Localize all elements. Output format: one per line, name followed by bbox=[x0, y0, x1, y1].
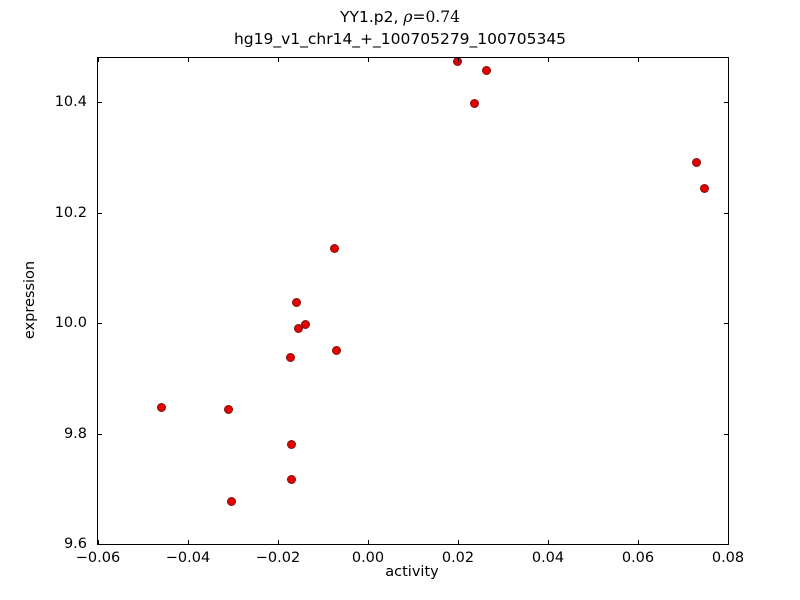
rho-equals: = bbox=[412, 8, 426, 26]
scatter-point bbox=[470, 99, 480, 109]
scatter-point bbox=[453, 58, 463, 66]
x-axis-tick bbox=[728, 540, 729, 545]
rho-value: 0.74 bbox=[425, 8, 460, 26]
x-axis-tick-label: 0.08 bbox=[711, 550, 745, 566]
scatter-point bbox=[329, 244, 339, 254]
scatter-point bbox=[331, 345, 341, 355]
scatter-point bbox=[300, 320, 310, 330]
y-axis-tick-label: 10.4 bbox=[54, 94, 87, 111]
y-axis-tick-right bbox=[724, 433, 729, 435]
x-axis-tick-label: 0.06 bbox=[621, 550, 655, 566]
y-axis-tick-right bbox=[724, 323, 729, 325]
scatter-point bbox=[691, 157, 701, 167]
x-axis-tick-top bbox=[728, 57, 729, 62]
y-axis-tick bbox=[97, 433, 102, 435]
scatter-point bbox=[482, 66, 492, 76]
scatter-point bbox=[287, 474, 297, 484]
y-axis-tick-label: 9.8 bbox=[63, 425, 87, 442]
scatter-point bbox=[157, 403, 167, 413]
y-axis-tick-label: 9.6 bbox=[63, 536, 87, 552]
y-axis-tick-right bbox=[724, 102, 729, 104]
scatter-point bbox=[285, 353, 295, 363]
x-axis-tick-label: −0.04 bbox=[165, 550, 211, 566]
x-axis-tick-label: 0.00 bbox=[351, 550, 385, 566]
x-axis-tick-top bbox=[98, 57, 99, 62]
y-axis-tick bbox=[97, 544, 102, 545]
y-axis-tick bbox=[97, 323, 102, 325]
x-axis-label: activity bbox=[385, 564, 439, 580]
x-axis-tick-top bbox=[458, 57, 459, 62]
x-axis-tick bbox=[458, 540, 459, 545]
x-axis-tick bbox=[98, 540, 99, 545]
y-axis-tick bbox=[97, 212, 102, 214]
chart-title-prefix: YY1.p2, bbox=[340, 8, 404, 26]
x-axis-tick-label: −0.06 bbox=[75, 550, 121, 566]
x-axis-tick-top bbox=[278, 57, 279, 62]
x-axis-tick bbox=[548, 540, 549, 545]
x-axis-tick-label: 0.04 bbox=[531, 550, 565, 566]
plot-data-area bbox=[98, 58, 728, 544]
x-axis-tick-top bbox=[548, 57, 549, 62]
y-axis-label: expression bbox=[22, 260, 38, 340]
rho-symbol: ρ bbox=[403, 8, 413, 26]
y-axis-tick-right bbox=[724, 212, 729, 214]
chart-title-block: YY1.p2, ρ=0.74 hg19_v1_chr14_+_100705279… bbox=[0, 8, 800, 50]
x-axis-tick-label: 0.02 bbox=[441, 550, 475, 566]
scatter-point bbox=[226, 496, 236, 506]
x-axis-tick bbox=[368, 540, 369, 545]
y-axis-tick bbox=[97, 102, 102, 104]
plot-axes: −0.06 −0.04 −0.02 0.00 0.02 0.04 0.06 0.08 9.6 9.… bbox=[55, 57, 744, 566]
scatter-point bbox=[223, 404, 233, 414]
x-axis-tick bbox=[638, 540, 639, 545]
y-axis-tick-right bbox=[724, 544, 729, 545]
x-axis-tick bbox=[188, 540, 189, 545]
scatter-point bbox=[287, 440, 297, 450]
chart-subtitle: hg19_v1_chr14_+_100705279_100705345 bbox=[233, 29, 567, 48]
x-axis-tick-label: −0.02 bbox=[255, 550, 301, 566]
x-axis-tick-top bbox=[638, 57, 639, 62]
x-axis-tick-top bbox=[368, 57, 369, 62]
x-axis-tick-top bbox=[188, 57, 189, 62]
scatter-point bbox=[292, 298, 302, 308]
x-axis-tick bbox=[278, 540, 279, 545]
chart-title: YY1.p2, ρ=0.74 bbox=[0, 8, 800, 28]
y-axis-tick-label: 10.0 bbox=[54, 315, 87, 332]
scatter-point bbox=[700, 183, 710, 193]
y-axis-tick-label: 10.2 bbox=[54, 204, 87, 221]
